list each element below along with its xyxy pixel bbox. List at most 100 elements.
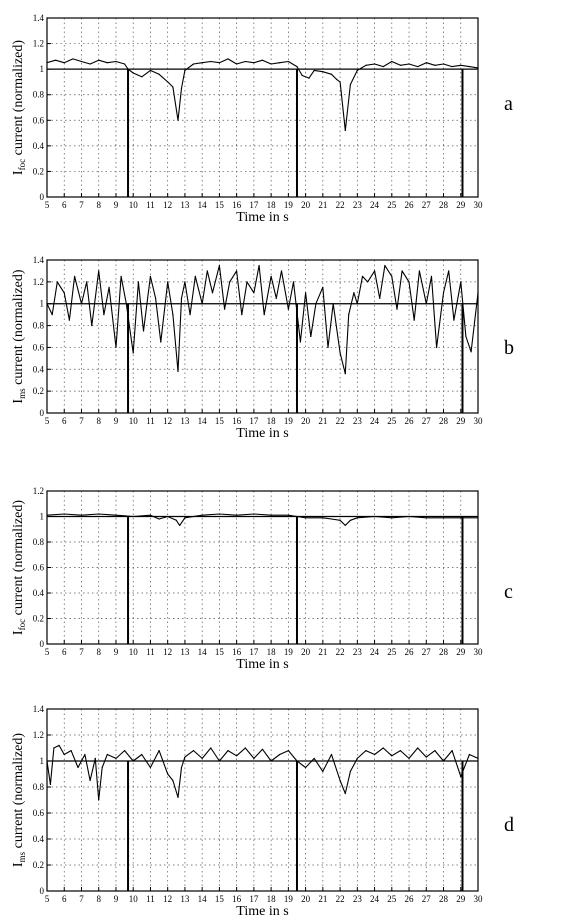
panel-a: a 5 6 7 8 9 10 11 12 13 14 15 16 17 18 19 20 21 22 23 24 25 2… (11, 13, 513, 225)
x-tick-label: 19 (284, 200, 294, 210)
data-point (236, 755, 238, 757)
data-point (236, 63, 238, 65)
data-point (313, 69, 315, 72)
data-point (391, 60, 393, 63)
data-point (149, 766, 152, 769)
data-point (382, 65, 384, 68)
data-point (175, 519, 177, 521)
data-point (425, 303, 427, 305)
y-tick-label: 0 (40, 639, 45, 649)
x-tick-label: 20 (301, 647, 311, 657)
y-tick-label: 0.8 (33, 90, 45, 100)
data-point (115, 60, 117, 63)
y-tick-label: 1.2 (33, 39, 44, 49)
data-point (55, 59, 57, 61)
x-tick-label: 17 (249, 416, 259, 426)
data-point (348, 314, 350, 316)
data-point (123, 750, 126, 752)
data-point (77, 766, 79, 769)
data-point (206, 270, 208, 272)
y-tick-label: 0.8 (33, 321, 45, 331)
data-point (149, 69, 152, 72)
data-point (367, 281, 369, 283)
data-point (160, 341, 162, 343)
data-point (365, 750, 367, 752)
data-point (177, 119, 179, 121)
data-point (194, 275, 196, 277)
data-point (253, 292, 255, 294)
data-point (84, 753, 86, 756)
y-tick-label: 0.6 (33, 115, 45, 125)
x-tick-label: 19 (284, 416, 294, 426)
data-point (132, 515, 134, 518)
data-point (327, 346, 329, 349)
x-tick-label: 28 (439, 647, 449, 657)
data-point (108, 286, 110, 288)
x-tick-label: 26 (405, 894, 415, 904)
x-tick-label: 13 (180, 416, 190, 426)
x-tick-label: 10 (129, 647, 139, 657)
x-tick-label: 29 (456, 416, 466, 426)
data-point (184, 281, 186, 283)
data-point (322, 71, 324, 73)
data-point (158, 73, 160, 75)
data-point (63, 62, 65, 64)
data-point (120, 275, 122, 277)
data-point (115, 346, 117, 349)
x-axis-label: Time in s (236, 657, 288, 672)
x-tick-label: 20 (301, 894, 311, 904)
data-point (322, 770, 324, 773)
data-point (305, 292, 307, 294)
data-point (275, 297, 277, 299)
data-point (339, 81, 341, 83)
data-point (287, 514, 289, 516)
data-point (132, 72, 134, 74)
data-point (430, 275, 433, 277)
data-point (413, 319, 415, 321)
x-tick-label: 8 (96, 200, 101, 210)
data-point (442, 292, 445, 294)
data-point (177, 796, 179, 799)
x-tick-label: 18 (267, 416, 277, 426)
data-point (270, 760, 272, 762)
data-point (330, 518, 333, 520)
data-point (201, 62, 203, 64)
data-point (349, 83, 352, 86)
data-point (89, 779, 91, 782)
data-point (353, 292, 355, 294)
panel-letter-d: d (504, 814, 514, 836)
y-tick-label: 0.4 (33, 588, 45, 598)
data-point (184, 69, 186, 72)
data-point (296, 515, 298, 518)
data-point (442, 63, 445, 65)
x-axis-label: Time in s (236, 210, 288, 225)
x-tick-label: 21 (318, 200, 327, 210)
data-point (305, 766, 307, 769)
x-tick-label: 17 (249, 647, 259, 657)
x-tick-label: 14 (198, 647, 208, 657)
data-point (391, 275, 393, 277)
x-tick-label: 23 (353, 200, 363, 210)
x-tick-label: 8 (96, 416, 101, 426)
x-tick-label: 23 (353, 416, 363, 426)
data-point (132, 760, 134, 762)
y-tick-label: 0.2 (33, 614, 44, 624)
data-point (417, 65, 419, 68)
x-tick-label: 30 (474, 200, 484, 210)
x-tick-label: 10 (129, 416, 139, 426)
data-point (142, 330, 145, 332)
data-point (280, 270, 283, 272)
x-tick-label: 11 (146, 200, 155, 210)
data-point (279, 753, 281, 756)
x-tick-label: 24 (370, 894, 380, 904)
x-axis-label: Time in s (236, 904, 288, 915)
x-tick-label: 22 (336, 894, 345, 904)
series-line (46, 264, 479, 375)
x-tick-label: 12 (163, 894, 172, 904)
x-tick-label: 26 (405, 416, 415, 426)
data-point (356, 303, 358, 305)
panel-letter-c: c (504, 581, 513, 603)
x-tick-label: 13 (180, 200, 190, 210)
x-tick-label: 22 (336, 416, 345, 426)
